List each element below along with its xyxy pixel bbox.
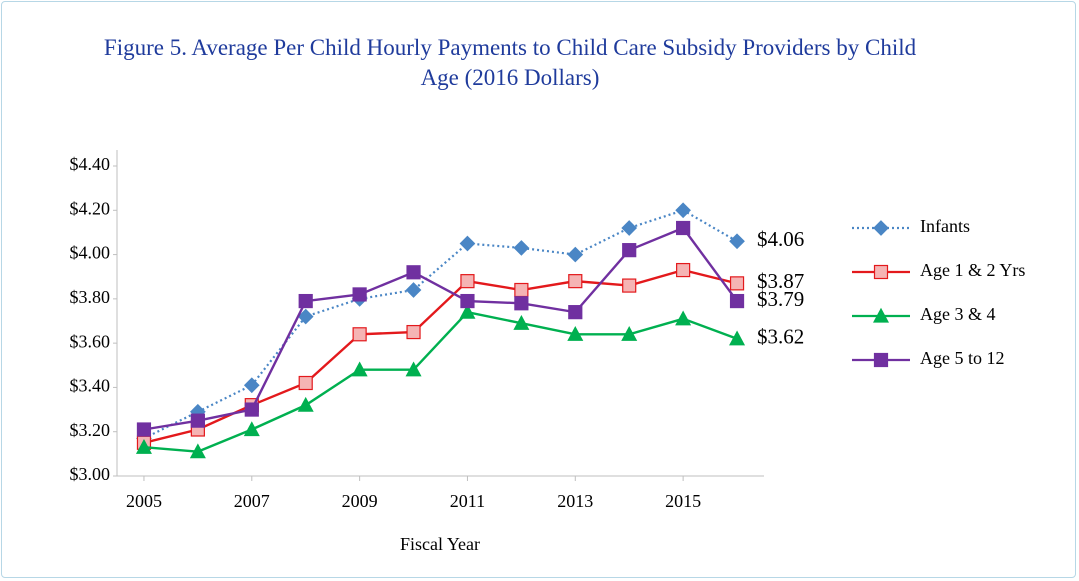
series-line xyxy=(143,226,739,431)
x-tick-label: 2007 xyxy=(234,491,270,511)
series-marker xyxy=(406,324,421,340)
series-marker xyxy=(405,282,422,298)
series-marker xyxy=(135,438,152,454)
value-label: $4.06 xyxy=(757,227,804,251)
series-marker xyxy=(405,361,422,377)
series-marker xyxy=(298,293,313,309)
series-marker xyxy=(514,296,529,311)
series-line xyxy=(143,310,738,453)
series-marker xyxy=(406,265,421,280)
series-marker xyxy=(675,310,692,326)
series-marker xyxy=(136,422,152,437)
series-marker xyxy=(676,220,691,236)
value-label: $3.79 xyxy=(757,287,804,311)
series-marker xyxy=(568,305,583,320)
series-marker xyxy=(675,202,691,219)
series-line xyxy=(143,209,738,440)
legend-marker xyxy=(873,264,889,280)
y-tick-label: $3.60 xyxy=(70,331,111,351)
series-marker xyxy=(567,246,584,263)
y-tick-label: $4.40 xyxy=(70,154,111,174)
x-tick-label: 2013 xyxy=(557,491,593,511)
legend-label: Infants xyxy=(920,216,970,236)
series-marker xyxy=(298,375,313,391)
series-marker xyxy=(513,314,530,330)
series-marker xyxy=(297,396,314,412)
legend-label: Age 1 & 2 Yrs xyxy=(920,260,1025,280)
series-marker xyxy=(243,421,260,437)
series-marker xyxy=(459,235,476,252)
series-marker xyxy=(190,413,205,428)
series-marker xyxy=(243,377,260,394)
x-tick-label: 2011 xyxy=(450,491,485,511)
value-label: $3.87 xyxy=(757,269,804,293)
x-tick-label: 2009 xyxy=(342,491,378,511)
y-tick-label: $3.80 xyxy=(70,287,111,307)
legend-label: Age 5 to 12 xyxy=(920,348,1005,368)
value-label: $3.62 xyxy=(757,325,804,349)
series-marker xyxy=(621,220,638,236)
series-marker xyxy=(622,278,637,293)
series-marker xyxy=(622,243,637,258)
y-tick-label: $3.40 xyxy=(70,376,111,396)
y-tick-label: $3.00 xyxy=(70,464,111,484)
chart-title: Figure 5. Average Per Child Hourly Payme… xyxy=(103,35,917,90)
series-marker xyxy=(352,287,367,302)
x-tick-label: 2005 xyxy=(126,491,162,511)
series-marker xyxy=(621,326,638,341)
legend-marker xyxy=(872,307,890,323)
series-marker xyxy=(729,276,745,291)
series-marker xyxy=(297,308,314,325)
series-marker xyxy=(244,402,259,417)
y-tick-label: $4.20 xyxy=(70,198,111,218)
legend-marker xyxy=(873,220,889,236)
series-marker xyxy=(514,282,529,298)
x-tick-label: 2015 xyxy=(665,491,701,511)
series-marker xyxy=(568,274,583,289)
series-marker xyxy=(729,293,745,309)
legend-marker xyxy=(873,352,889,368)
series-marker xyxy=(460,274,475,289)
series-marker xyxy=(513,240,530,256)
series-marker xyxy=(567,326,584,341)
legend-label: Age 3 & 4 xyxy=(920,304,996,324)
series-marker xyxy=(459,303,476,319)
series-marker xyxy=(729,233,745,250)
series-marker xyxy=(351,361,368,377)
series-line xyxy=(143,268,738,444)
series-marker xyxy=(460,293,475,309)
y-tick-label: $3.20 xyxy=(70,420,111,440)
series-marker xyxy=(676,262,691,278)
y-tick-label: $4.00 xyxy=(70,243,111,263)
series-marker xyxy=(729,330,746,346)
x-axis-label: Fiscal Year xyxy=(400,534,480,554)
series-marker xyxy=(352,327,367,342)
series-marker xyxy=(189,443,206,459)
